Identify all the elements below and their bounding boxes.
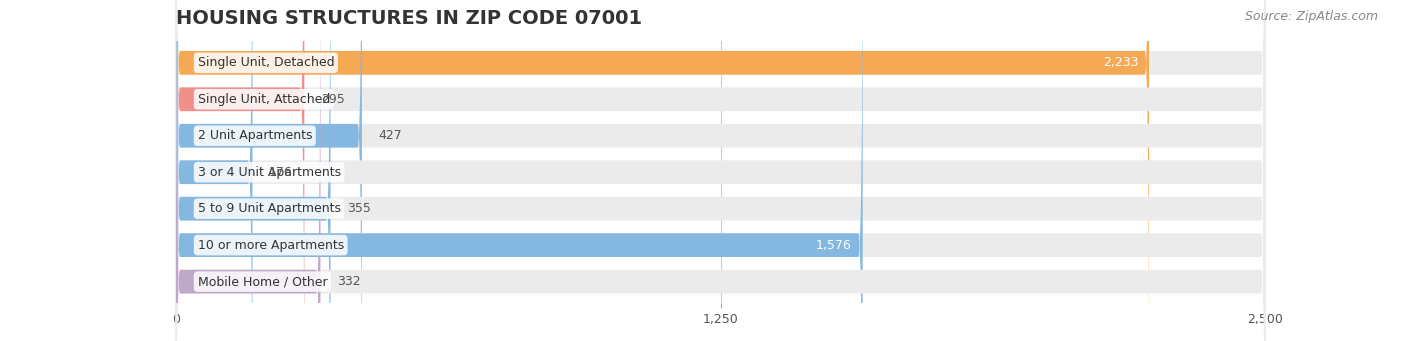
Text: Mobile Home / Other: Mobile Home / Other bbox=[197, 275, 328, 288]
Text: 355: 355 bbox=[347, 202, 371, 215]
Text: 5 to 9 Unit Apartments: 5 to 9 Unit Apartments bbox=[197, 202, 340, 215]
FancyBboxPatch shape bbox=[176, 0, 1265, 341]
FancyBboxPatch shape bbox=[176, 0, 321, 341]
Text: Single Unit, Detached: Single Unit, Detached bbox=[197, 56, 335, 69]
Text: 2,233: 2,233 bbox=[1102, 56, 1137, 69]
FancyBboxPatch shape bbox=[176, 0, 1265, 341]
FancyBboxPatch shape bbox=[176, 0, 1265, 341]
Text: 427: 427 bbox=[378, 129, 402, 142]
FancyBboxPatch shape bbox=[176, 0, 863, 341]
FancyBboxPatch shape bbox=[176, 0, 330, 341]
Text: 1,576: 1,576 bbox=[815, 239, 852, 252]
Text: Single Unit, Attached: Single Unit, Attached bbox=[197, 93, 330, 106]
FancyBboxPatch shape bbox=[176, 0, 1265, 341]
FancyBboxPatch shape bbox=[176, 0, 361, 341]
Text: 332: 332 bbox=[337, 275, 360, 288]
Text: 10 or more Apartments: 10 or more Apartments bbox=[197, 239, 344, 252]
FancyBboxPatch shape bbox=[176, 0, 304, 341]
FancyBboxPatch shape bbox=[176, 0, 1265, 341]
Text: 295: 295 bbox=[321, 93, 344, 106]
FancyBboxPatch shape bbox=[176, 0, 1149, 341]
Text: HOUSING STRUCTURES IN ZIP CODE 07001: HOUSING STRUCTURES IN ZIP CODE 07001 bbox=[176, 9, 643, 28]
Text: 2 Unit Apartments: 2 Unit Apartments bbox=[197, 129, 312, 142]
Text: Source: ZipAtlas.com: Source: ZipAtlas.com bbox=[1244, 10, 1378, 23]
FancyBboxPatch shape bbox=[176, 0, 1265, 341]
FancyBboxPatch shape bbox=[176, 0, 253, 341]
Text: 3 or 4 Unit Apartments: 3 or 4 Unit Apartments bbox=[197, 166, 340, 179]
FancyBboxPatch shape bbox=[176, 0, 1265, 341]
Text: 176: 176 bbox=[269, 166, 292, 179]
